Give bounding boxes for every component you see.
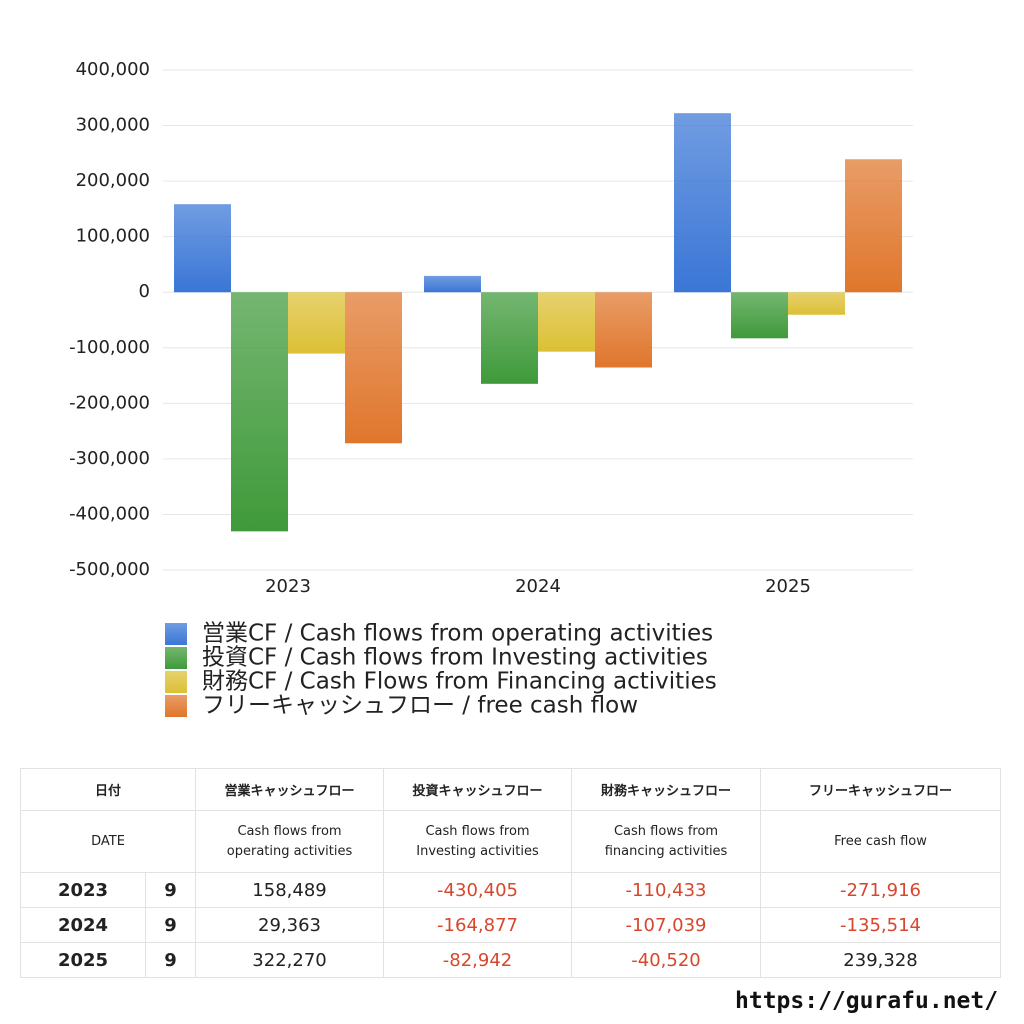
legend-swatch (165, 647, 187, 669)
table-row: 2024 9 29,363 -164,877 -107,039 -135,514 (20, 907, 1002, 943)
table-cell: 29,363 (195, 907, 385, 943)
bar (595, 292, 652, 368)
table-cell: -82,942 (383, 942, 573, 978)
table-cell: 営業キャッシュフロー (195, 768, 385, 811)
table-cell: -40,520 (571, 942, 762, 978)
legend-swatch (165, 671, 187, 693)
y-tick-label: 100,000 (76, 226, 150, 247)
x-tick-label: 2024 (515, 576, 561, 597)
y-tick-label: 400,000 (76, 59, 150, 80)
y-tick-label: -100,000 (69, 337, 150, 358)
legend-label: フリーキャッシュフロー / free cash flow (202, 693, 638, 719)
bar (345, 292, 402, 444)
bar (174, 204, 231, 293)
table-cell: Cash flows from financing activities (571, 810, 762, 873)
y-tick-label: 200,000 (76, 170, 150, 191)
table-cell: 財務キャッシュフロー (571, 768, 762, 811)
bar (231, 292, 288, 532)
y-tick-label: -200,000 (69, 392, 150, 413)
x-tick-label: 2023 (265, 576, 311, 597)
table-cell: -107,039 (571, 907, 762, 943)
legend-label: 投資CF / Cash flows from Investing activit… (202, 645, 708, 671)
bar (731, 292, 788, 339)
data-table: 日付 営業キャッシュフロー 投資キャッシュフロー 財務キャッシュフロー フリーキャッシュ… (19, 768, 1002, 978)
table-cell: 158,489 (195, 872, 385, 908)
bar (288, 292, 345, 354)
table-cell: 日付 (19, 768, 197, 811)
bar (481, 292, 538, 384)
bar (424, 275, 481, 293)
table-cell: Cash flows from Investing activities (383, 810, 573, 873)
legend-swatch (165, 695, 187, 717)
y-tick-label: -500,000 (69, 559, 150, 580)
bar (674, 113, 731, 293)
x-tick-label: 2025 (765, 576, 811, 597)
chart: -500,000 -400,000 -300,000 -200,000 -100,000… (69, 59, 913, 719)
legend-swatch (165, 623, 187, 645)
table-cell: Cash flows from operating activities (195, 810, 385, 873)
table-cell: -110,433 (571, 872, 762, 908)
table-row: DATE Cash flows from operating activities… (19, 810, 1002, 873)
table-cell: 2024 (20, 907, 146, 943)
table-cell: 9 (144, 942, 197, 978)
bar (845, 159, 902, 293)
table-cell: 9 (144, 907, 197, 943)
table-row: 2023 9 158,489 -430,405 -110,433 -271,916 (20, 872, 1002, 908)
table-cell: -135,514 (760, 907, 1002, 943)
y-tick-label: -400,000 (69, 503, 150, 524)
y-tick-label: 300,000 (76, 115, 150, 136)
table-cell: Free cash flow (760, 810, 1002, 873)
y-tick-label: -300,000 (69, 448, 150, 469)
table-cell: 9 (144, 872, 197, 908)
bar (788, 292, 845, 315)
table-cell: 2025 (20, 942, 146, 978)
bar (538, 292, 595, 352)
table-cell: -430,405 (383, 872, 573, 908)
legend-label: 営業CF / Cash flows from operating activit… (202, 621, 713, 647)
table-cell: フリーキャッシュフロー (760, 768, 1002, 811)
table-cell: 239,328 (760, 942, 1002, 978)
table-cell: -271,916 (760, 872, 1002, 908)
table-cell: 投資キャッシュフロー (383, 768, 573, 811)
table-cell: 322,270 (195, 942, 385, 978)
table-cell: -164,877 (383, 907, 573, 943)
table-row: 日付 営業キャッシュフロー 投資キャッシュフロー 財務キャッシュフロー フリーキャッシュ… (19, 768, 1002, 811)
table-cell: 2023 (20, 872, 146, 908)
legend-label: 財務CF / Cash Flows from Financing activit… (202, 669, 717, 695)
footer-url: https://gurafu.net/ (735, 988, 999, 1014)
y-tick-label: 0 (139, 281, 150, 302)
table-cell: DATE (19, 810, 197, 873)
table-row: 2025 9 322,270 -82,942 -40,520 239,328 (20, 942, 1002, 978)
